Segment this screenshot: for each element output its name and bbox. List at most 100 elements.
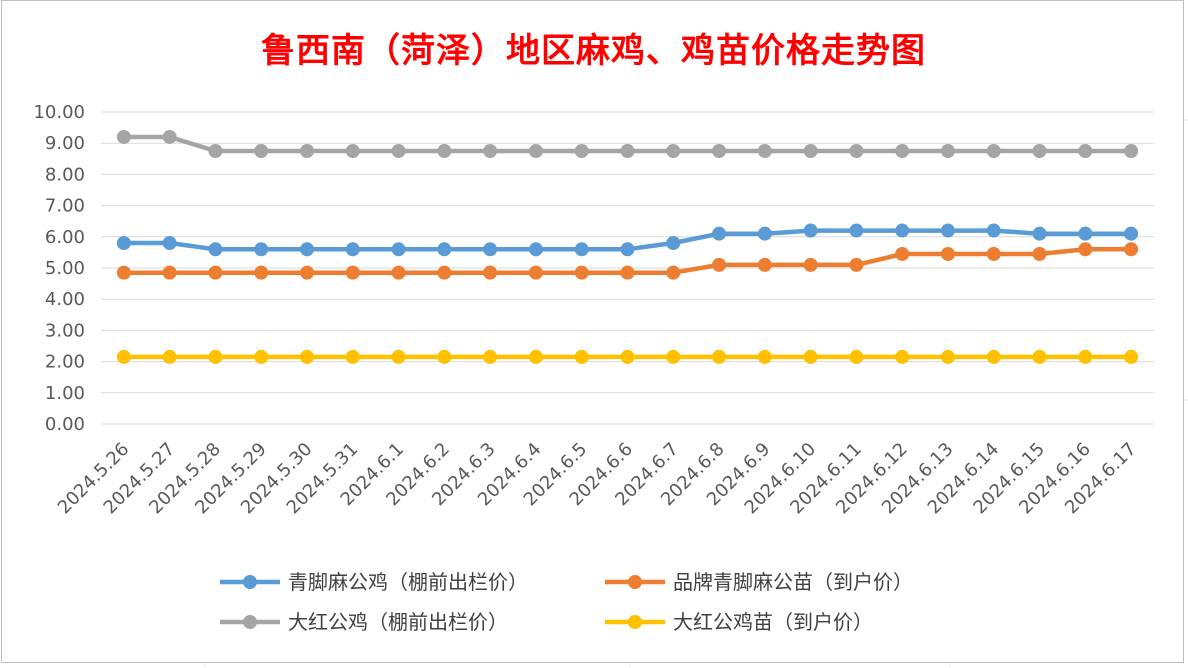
data-point [940, 223, 955, 238]
data-point [345, 242, 360, 257]
y-tick-label: 1.00 [45, 383, 85, 404]
data-point [254, 265, 269, 280]
data-point [483, 242, 498, 257]
data-point [849, 223, 864, 238]
data-point [666, 236, 681, 251]
data-point [391, 242, 406, 257]
data-point [574, 349, 589, 364]
data-point [254, 242, 269, 257]
data-point [300, 242, 315, 257]
data-point [620, 349, 635, 364]
data-point [620, 144, 635, 158]
data-point [116, 265, 131, 280]
data-point [574, 265, 589, 280]
data-point [1078, 349, 1093, 364]
data-point [116, 349, 131, 364]
data-point [437, 349, 452, 364]
data-point [1124, 226, 1139, 241]
data-point [345, 349, 360, 364]
data-point [849, 257, 864, 272]
legend-label: 大红公鸡苗（到户价） [673, 610, 873, 634]
data-point [254, 144, 269, 158]
data-point [574, 144, 589, 158]
data-point [345, 144, 360, 158]
data-point [712, 349, 727, 364]
legend-marker [243, 615, 257, 629]
data-point [208, 242, 223, 257]
data-point [300, 349, 315, 364]
data-point [1124, 144, 1139, 158]
data-point [940, 144, 955, 158]
data-point [620, 265, 635, 280]
y-tick-label: 3.00 [45, 320, 85, 341]
data-point [391, 349, 406, 364]
legend-marker [628, 615, 642, 629]
data-point [712, 144, 727, 158]
data-point [1078, 144, 1093, 158]
data-point [574, 242, 589, 257]
data-point [757, 349, 772, 364]
data-point [1032, 349, 1047, 364]
data-point [849, 349, 864, 364]
legend-marker [243, 575, 257, 589]
data-point [208, 265, 223, 280]
data-point [116, 236, 131, 251]
data-point [712, 257, 727, 272]
data-point [300, 265, 315, 280]
data-point [1032, 226, 1047, 241]
data-point [666, 144, 681, 158]
y-tick-label: 7.00 [45, 196, 85, 217]
y-tick-label: 6.00 [45, 227, 85, 248]
y-tick-label: 9.00 [45, 133, 85, 154]
data-point [116, 129, 131, 144]
data-point [940, 246, 955, 261]
data-point [986, 349, 1001, 364]
data-point [483, 265, 498, 280]
data-point [162, 265, 177, 280]
data-point [1078, 226, 1093, 241]
data-point [986, 246, 1001, 261]
data-point [391, 265, 406, 280]
data-point [757, 226, 772, 241]
data-point [940, 349, 955, 364]
y-tick-label: 8.00 [45, 164, 85, 185]
data-point [528, 144, 543, 158]
data-point [849, 144, 864, 158]
data-point [666, 349, 681, 364]
y-tick-label: 4.00 [45, 289, 85, 310]
data-point [1032, 144, 1047, 158]
data-point [895, 144, 910, 158]
data-point [437, 265, 452, 280]
data-point [483, 349, 498, 364]
data-point [528, 265, 543, 280]
data-point [528, 349, 543, 364]
data-point [391, 144, 406, 158]
data-point [483, 144, 498, 158]
legend-marker [628, 575, 642, 589]
data-point [666, 265, 681, 280]
data-point [162, 129, 177, 144]
y-tick-label: 0.00 [45, 414, 85, 435]
data-point [300, 144, 315, 158]
data-point [162, 236, 177, 251]
data-point [895, 246, 910, 261]
legend-label: 大红公鸡（棚前出栏价） [288, 610, 508, 634]
data-point [757, 257, 772, 272]
y-tick-label: 2.00 [45, 352, 85, 373]
data-point [712, 226, 727, 241]
data-point [1124, 242, 1139, 257]
data-point [208, 349, 223, 364]
data-point [1032, 246, 1047, 261]
data-point [254, 349, 269, 364]
data-point [437, 144, 452, 158]
legend-label: 青脚麻公鸡（棚前出栏价） [288, 570, 528, 594]
data-point [986, 223, 1001, 238]
y-tick-label: 5.00 [45, 258, 85, 279]
legend-label: 品牌青脚麻公苗（到户价） [673, 570, 913, 594]
data-point [986, 144, 1001, 158]
y-tick-label: 10.00 [33, 102, 85, 123]
data-point [620, 242, 635, 257]
data-point [437, 242, 452, 257]
